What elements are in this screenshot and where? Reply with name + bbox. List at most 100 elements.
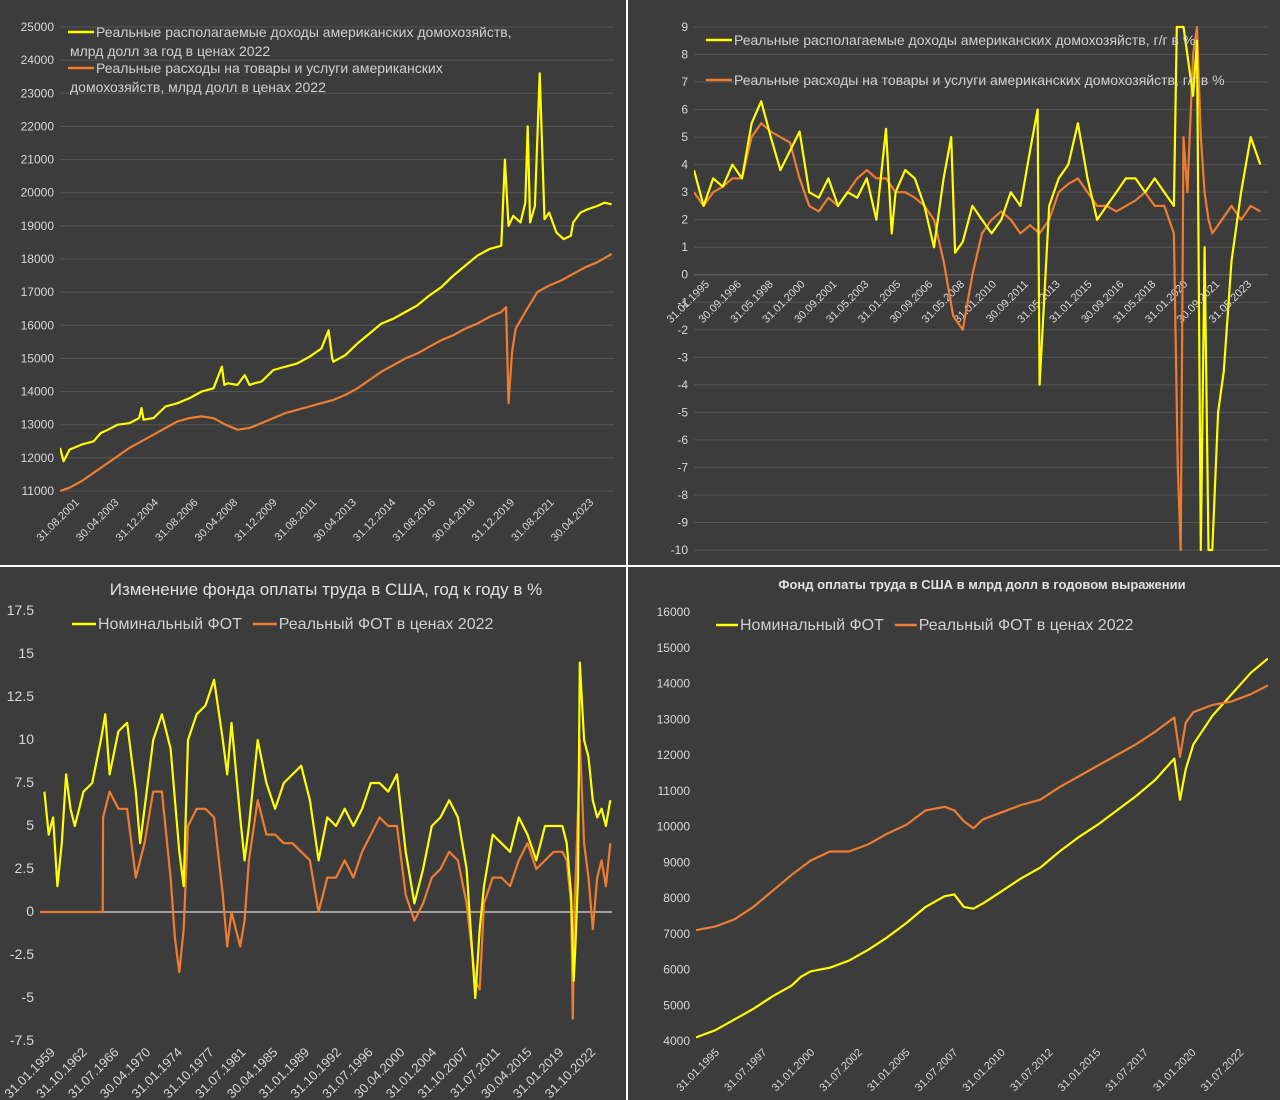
chart-real-income-spending-levels: 11000 12000 13000 14000 15000 16000 17000 18000… (0, 0, 626, 565)
y-tick-label: -5 (677, 405, 688, 419)
y-tick-label: 9 (681, 20, 688, 34)
chart-title: Фонд оплаты труда в США в млрд долл в го… (778, 577, 1185, 592)
y-tick-label: 12000 (657, 748, 691, 762)
chart-3-canvas: Изменение фонда оплаты труда в США, год … (1, 580, 612, 1100)
y-tick-label: 6 (681, 103, 688, 117)
legend-label: Реальные расходы на товары и услуги амер… (734, 72, 1225, 88)
y-tick-label: 11000 (658, 784, 691, 798)
x-tick-label: 31.01.2015 (1056, 1047, 1103, 1094)
y-tick-label: -10 (671, 543, 689, 557)
y-tick-label: 16000 (657, 605, 691, 619)
y-tick-label: 9000 (663, 855, 690, 869)
y-tick-label: 11000 (22, 484, 55, 498)
y-tick-label: 16000 (21, 318, 55, 332)
y-tick-label: -1 (677, 295, 688, 309)
y-tick-label: 19000 (21, 219, 55, 233)
y-tick-label: 13000 (21, 418, 55, 432)
chart-4-canvas: Фонд оплаты труда в США в млрд долл в го… (657, 577, 1268, 1094)
y-tick-label: -6 (677, 433, 688, 447)
y-tick-label: -9 (677, 515, 688, 529)
y-tick-label: 20000 (21, 186, 55, 200)
y-tick-label: 24000 (21, 53, 55, 67)
series-line (694, 25, 1261, 552)
chart-title: Изменение фонда оплаты труда в США, год … (110, 580, 543, 599)
x-tick-label: 31.07.2022 (1199, 1047, 1246, 1094)
x-tick-label: 30.04.2023 (549, 497, 596, 544)
x-tick-label: 31.07.2002 (818, 1047, 865, 1094)
chart-payroll-annual-level: Фонд оплаты труда в США в млрд долл в го… (628, 567, 1280, 1100)
vertical-divider (626, 0, 628, 1100)
y-tick-label: 23000 (21, 86, 55, 100)
y-tick-label: 15 (18, 645, 34, 661)
x-tick-label: 31.07.1997 (722, 1047, 769, 1094)
y-tick-label: 7.5 (15, 774, 35, 790)
series-line (696, 657, 1268, 1039)
y-tick-label: -2.5 (10, 946, 34, 962)
chart-payroll-yoy-change: Изменение фонда оплаты труда в США, год … (0, 567, 626, 1100)
y-tick-label: 2 (681, 213, 688, 227)
y-tick-label: -2 (677, 323, 688, 337)
legend-label: Реальный ФОТ в ценах 2022 (919, 617, 1134, 634)
y-tick-label: -8 (677, 488, 688, 502)
y-tick-label: 4000 (663, 1034, 690, 1048)
x-tick-label: 31.12.2009 (232, 497, 279, 544)
y-tick-label: 25000 (21, 20, 55, 34)
legend-label: Реальные располагаемые доходы американск… (734, 32, 1195, 48)
series-line (60, 253, 613, 493)
y-tick-label: 8000 (663, 891, 690, 905)
y-tick-label: 2.5 (15, 860, 35, 876)
y-tick-label: 15000 (657, 641, 691, 655)
y-tick-label: 6000 (663, 963, 690, 977)
x-tick-label: 31.01.2000 (770, 1047, 817, 1094)
series-line (60, 72, 612, 463)
y-tick-label: 5 (681, 130, 688, 144)
y-tick-label: 12000 (21, 451, 55, 465)
y-tick-label: 0 (681, 268, 688, 282)
y-tick-label: 5000 (663, 998, 690, 1012)
series-line (696, 684, 1268, 932)
y-tick-label: 17.5 (7, 602, 34, 618)
y-tick-label: 7000 (663, 927, 690, 941)
chart-2-canvas: -10-9-8-7-6-5-4-3-2-1012345678931.01.199… (665, 20, 1268, 557)
horizontal-divider (0, 565, 1280, 567)
y-tick-label: -5 (22, 989, 35, 1005)
y-tick-label: 4 (681, 158, 688, 172)
y-tick-label: 13000 (657, 712, 691, 726)
y-tick-label: 15000 (21, 351, 55, 365)
legend-label: Реальный ФОТ в ценах 2022 (279, 616, 494, 633)
y-tick-label: 14000 (21, 385, 55, 399)
chart-real-income-spending-yoy: -10 -9 -8 -7 -6 -5 -4 -3 -2 -1 0 1 2 3 4 5 6 7 8 9 31.01.199… (628, 0, 1280, 565)
y-tick-label: -4 (677, 378, 688, 392)
y-tick-label: 10 (18, 731, 34, 747)
legend-label: млрд долл за год в ценах 2022 (70, 43, 270, 59)
x-tick-label: 31.01.1995 (675, 1047, 722, 1094)
x-tick-label: 31.07.2012 (1008, 1047, 1055, 1094)
legend-label: Реальные располагаемые доходы американск… (96, 24, 512, 40)
y-tick-label: 10000 (657, 820, 691, 834)
y-tick-label: -7 (677, 460, 688, 474)
series-line (43, 661, 612, 1000)
legend-label: домохозяйств, млрд долл в ценах 2022 (70, 79, 326, 95)
y-tick-label: 14000 (657, 677, 691, 691)
chart-1-canvas: 11000 12000 13000 14000 15000 16000 17000 18000… (21, 20, 614, 544)
x-tick-label: 31.01.2005 (865, 1047, 912, 1094)
y-tick-label: -3 (677, 350, 688, 364)
y-tick-label: 5 (26, 817, 34, 833)
y-tick-label: 17000 (21, 285, 55, 299)
y-tick-label: 8 (681, 48, 688, 62)
y-tick-label: 3 (681, 185, 688, 199)
x-tick-label: 31.01.2010 (961, 1047, 1008, 1094)
y-tick-label: 7 (681, 75, 688, 89)
x-tick-label: 31.01.2020 (1151, 1047, 1198, 1094)
y-tick-label: 21000 (21, 153, 55, 167)
legend-label: Номинальный ФОТ (740, 617, 884, 634)
legend-label: Номинальный ФОТ (98, 616, 242, 633)
series-line (40, 738, 612, 1020)
x-tick-label: 31.07.2007 (913, 1047, 960, 1094)
y-tick-label: -7.5 (10, 1032, 34, 1048)
y-tick-label: 12.5 (7, 688, 34, 704)
series-line (694, 25, 1262, 552)
x-tick-label: 31.07.2017 (1104, 1047, 1151, 1094)
y-tick-label: 1 (681, 240, 688, 254)
y-tick-label: 22000 (21, 119, 55, 133)
